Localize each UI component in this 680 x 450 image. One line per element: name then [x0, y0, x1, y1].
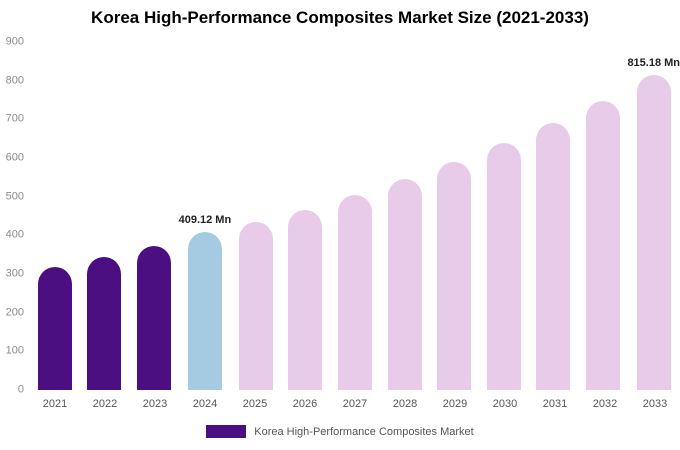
x-tick-2030: 2030: [492, 398, 518, 410]
y-tick-100: 100: [5, 344, 24, 357]
x-tick-2021: 2021: [42, 398, 68, 410]
value-label-2024: 409.12 Mn: [178, 213, 232, 226]
bar-2025: [238, 222, 273, 390]
y-tick-500: 500: [5, 190, 24, 203]
y-tick-200: 200: [5, 306, 24, 319]
bar-column-2026: [281, 42, 331, 390]
legend-label: Korea High-Performance Composites Market: [254, 425, 474, 438]
bar-2021: [37, 267, 72, 390]
y-axis: 0 100 200 300 400 500 600 700 800 900: [0, 36, 28, 395]
x-tick-2031: 2031: [542, 398, 568, 410]
bar-column-2023: [129, 42, 179, 390]
bar-column-2027: [330, 42, 380, 390]
bar-2029: [437, 161, 472, 390]
bar-column-2024: 409.12 Mn: [178, 42, 232, 390]
x-tick-2022: 2022: [92, 398, 118, 410]
y-tick-700: 700: [5, 112, 24, 125]
bar-column-2031: [528, 42, 578, 390]
x-tick-2023: 2023: [142, 398, 168, 410]
y-tick-400: 400: [5, 228, 24, 241]
y-tick-0: 0: [17, 383, 24, 396]
bar-column-2029: [429, 42, 479, 390]
x-tick-2026: 2026: [292, 398, 318, 410]
x-tick-2028: 2028: [392, 398, 418, 410]
bar-column-2022: [80, 42, 130, 390]
bar-column-2025: [231, 42, 281, 390]
bars-container: 409.12 Mn 815.18 Mn: [30, 42, 680, 390]
bar-2030: [486, 143, 521, 390]
x-tick-2033: 2033: [642, 398, 668, 410]
value-label-2033: 815.18 Mn: [627, 56, 680, 69]
bar-2024: [187, 231, 222, 390]
x-tick-2027: 2027: [342, 398, 368, 410]
x-tick-2029: 2029: [442, 398, 468, 410]
bar-2032: [585, 100, 620, 390]
bar-2028: [387, 179, 422, 390]
bar-column-2030: [479, 42, 529, 390]
bar-2033: [636, 74, 671, 390]
bar-2026: [288, 209, 323, 390]
bar-2031: [536, 123, 571, 390]
bar-column-2032: [578, 42, 628, 390]
x-axis: 2021 2022 2023 2024 2025 2026 2027 2028 2029 2030…: [30, 398, 680, 410]
y-tick-600: 600: [5, 151, 24, 164]
x-tick-2025: 2025: [242, 398, 268, 410]
x-tick-2024: 2024: [192, 398, 218, 410]
bar-2022: [87, 256, 122, 390]
legend: Korea High-Performance Composites Market: [0, 425, 680, 438]
y-tick-900: 900: [5, 35, 24, 48]
bar-2023: [136, 245, 171, 390]
y-tick-300: 300: [5, 267, 24, 280]
x-tick-2032: 2032: [592, 398, 618, 410]
chart-title: Korea High-Performance Composites Market…: [91, 8, 589, 27]
bar-chart: 0 100 200 300 400 500 600 700 800 900 409.12 Mn 81…: [0, 36, 680, 395]
y-tick-800: 800: [5, 74, 24, 87]
bar-2027: [338, 194, 373, 390]
legend-swatch: [206, 425, 247, 438]
bar-column-2028: [380, 42, 430, 390]
bar-column-2021: [30, 42, 80, 390]
bar-column-2033: 815.18 Mn: [627, 42, 680, 390]
plot-area: 409.12 Mn 815.18 Mn: [30, 42, 680, 390]
